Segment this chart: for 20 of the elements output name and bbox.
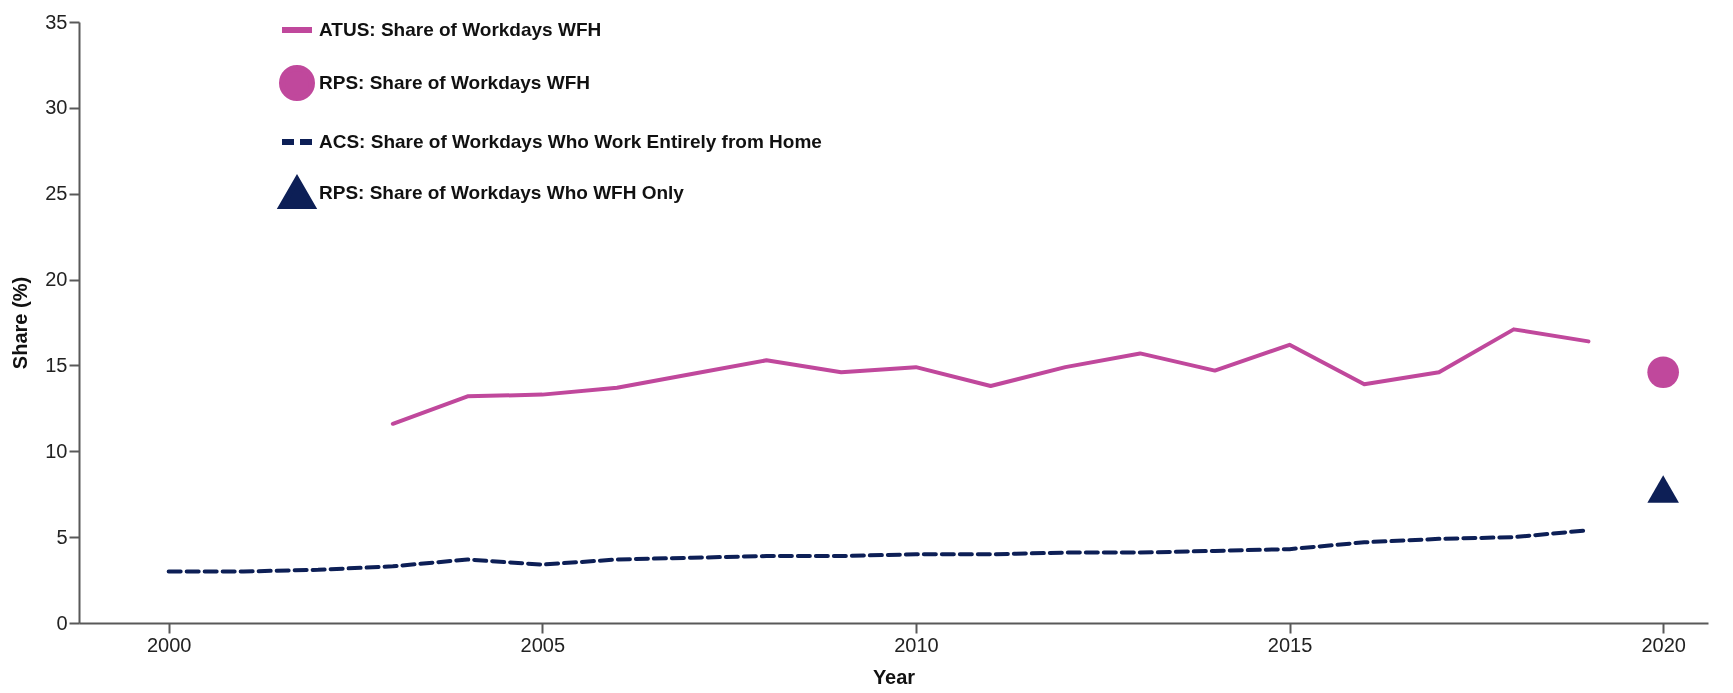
legend-label: RPS: Share of Workdays Who WFH Only xyxy=(319,182,685,203)
y-tick-label: 15 xyxy=(45,353,68,376)
y-tick-label: 0 xyxy=(56,611,68,634)
legend-label: ATUS: Share of Workdays WFH xyxy=(319,19,602,40)
y-axis-title: Share (%) xyxy=(9,276,32,370)
x-axis-title: Year xyxy=(872,665,916,688)
y-tick-label: 25 xyxy=(45,182,68,205)
x-tick-label: 2005 xyxy=(520,633,566,656)
y-tick-label: 35 xyxy=(45,10,68,33)
x-tick-label: 2020 xyxy=(1641,633,1686,656)
y-tick-label: 10 xyxy=(45,439,68,462)
x-tick-label: 2010 xyxy=(894,633,939,656)
legend-label: ACS: Share of Workdays Who Work Entirely from Home xyxy=(319,131,822,152)
y-tick-label: 30 xyxy=(45,96,68,119)
y-tick-label: 5 xyxy=(56,525,68,548)
x-tick-label: 2000 xyxy=(146,633,192,656)
y-tick-label: 20 xyxy=(45,268,68,291)
x-tick-label: 2015 xyxy=(1267,633,1313,656)
line-series xyxy=(390,327,1591,426)
legend-label: RPS: Share of Workdays WFH xyxy=(319,72,590,93)
